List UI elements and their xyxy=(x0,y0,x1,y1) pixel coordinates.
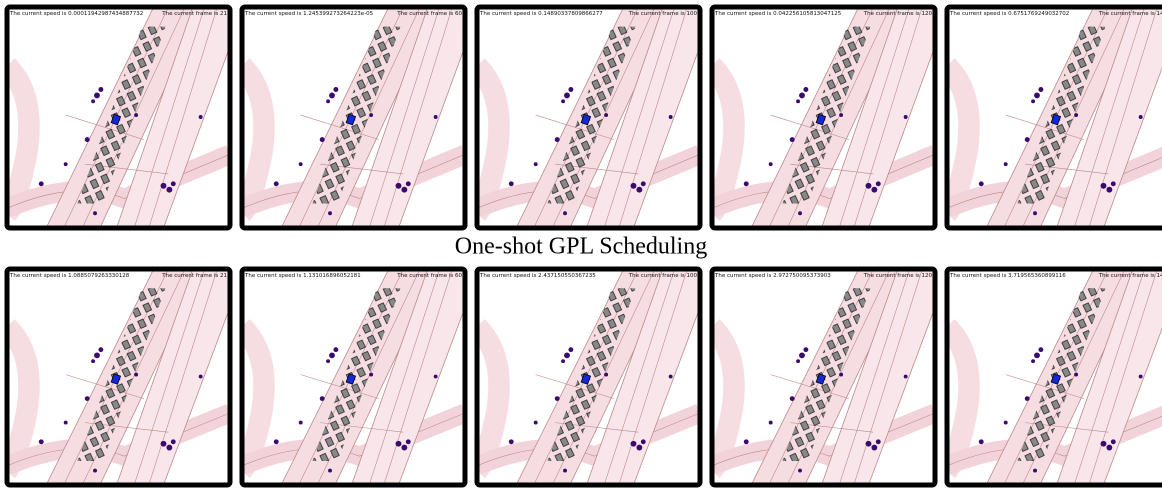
speed-label: The current speed is 3.719565360899116 xyxy=(949,273,1066,279)
frame-label: The current frame is 60 xyxy=(396,273,462,279)
panel: The current speed is 1.0885079263330128 T… xyxy=(4,266,233,488)
frame-label: The current frame is 21 xyxy=(161,11,227,17)
speed-label: The current speed is 0.04225610581304712… xyxy=(714,11,842,17)
speed-label: The current speed is 0.00011942987434887… xyxy=(9,11,143,17)
caption: One-shot GPL Scheduling xyxy=(455,234,707,260)
panel-border xyxy=(239,266,468,488)
panel: The current speed is 2.437150550367235 Th… xyxy=(474,266,703,488)
panel-border xyxy=(4,266,233,488)
frame-label: The current frame is 21 xyxy=(161,273,227,279)
frame-label: The current frame is 60 xyxy=(396,11,462,17)
panel: The current speed is 3.719565360899116 Th… xyxy=(944,266,1162,488)
frame-label: The current frame is 120 xyxy=(863,273,933,279)
panel-border xyxy=(944,4,1162,231)
panel: The current speed is 1.131016896052181 Th… xyxy=(239,266,468,488)
speed-label: The current speed is 1.245399273264223e-… xyxy=(244,11,374,17)
speed-label: The current speed is 2.972750095373903 xyxy=(714,273,831,279)
panel: The current speed is 0.00011942987434887… xyxy=(4,4,233,231)
frame-label: The current frame is 148 xyxy=(1098,273,1162,279)
frame-label: The current frame is 140 xyxy=(1098,11,1162,17)
panel-border xyxy=(709,266,938,488)
panel-border xyxy=(474,266,703,488)
speed-label: The current speed is 0.6751769249032702 xyxy=(949,11,1069,17)
panel-border xyxy=(944,266,1162,488)
speed-label: The current speed is 1.131016896052181 xyxy=(244,273,361,279)
panel: The current speed is 2.972750095373903 Th… xyxy=(709,266,938,488)
speed-label: The current speed is 2.437150550367235 xyxy=(479,273,596,279)
frame-label: The current frame is 100 xyxy=(628,273,698,279)
frame-label: The current frame is 100 xyxy=(628,11,698,17)
frame-label: The current frame is 120 xyxy=(863,11,933,17)
speed-label: The current speed is 1.0885079263330128 xyxy=(9,273,130,279)
panel-border xyxy=(4,4,233,231)
panel-border xyxy=(474,4,703,231)
panel: The current speed is 0.04225610581304712… xyxy=(709,4,938,231)
panel-border xyxy=(239,4,468,231)
panel: The current speed is 1.245399273264223e-… xyxy=(239,4,468,231)
speed-label: The current speed is 0.14890337809866277 xyxy=(479,11,603,17)
panel: The current speed is 0.6751769249032702 T… xyxy=(944,4,1162,231)
panel: The current speed is 0.14890337809866277… xyxy=(474,4,703,231)
panel-border xyxy=(709,4,938,231)
